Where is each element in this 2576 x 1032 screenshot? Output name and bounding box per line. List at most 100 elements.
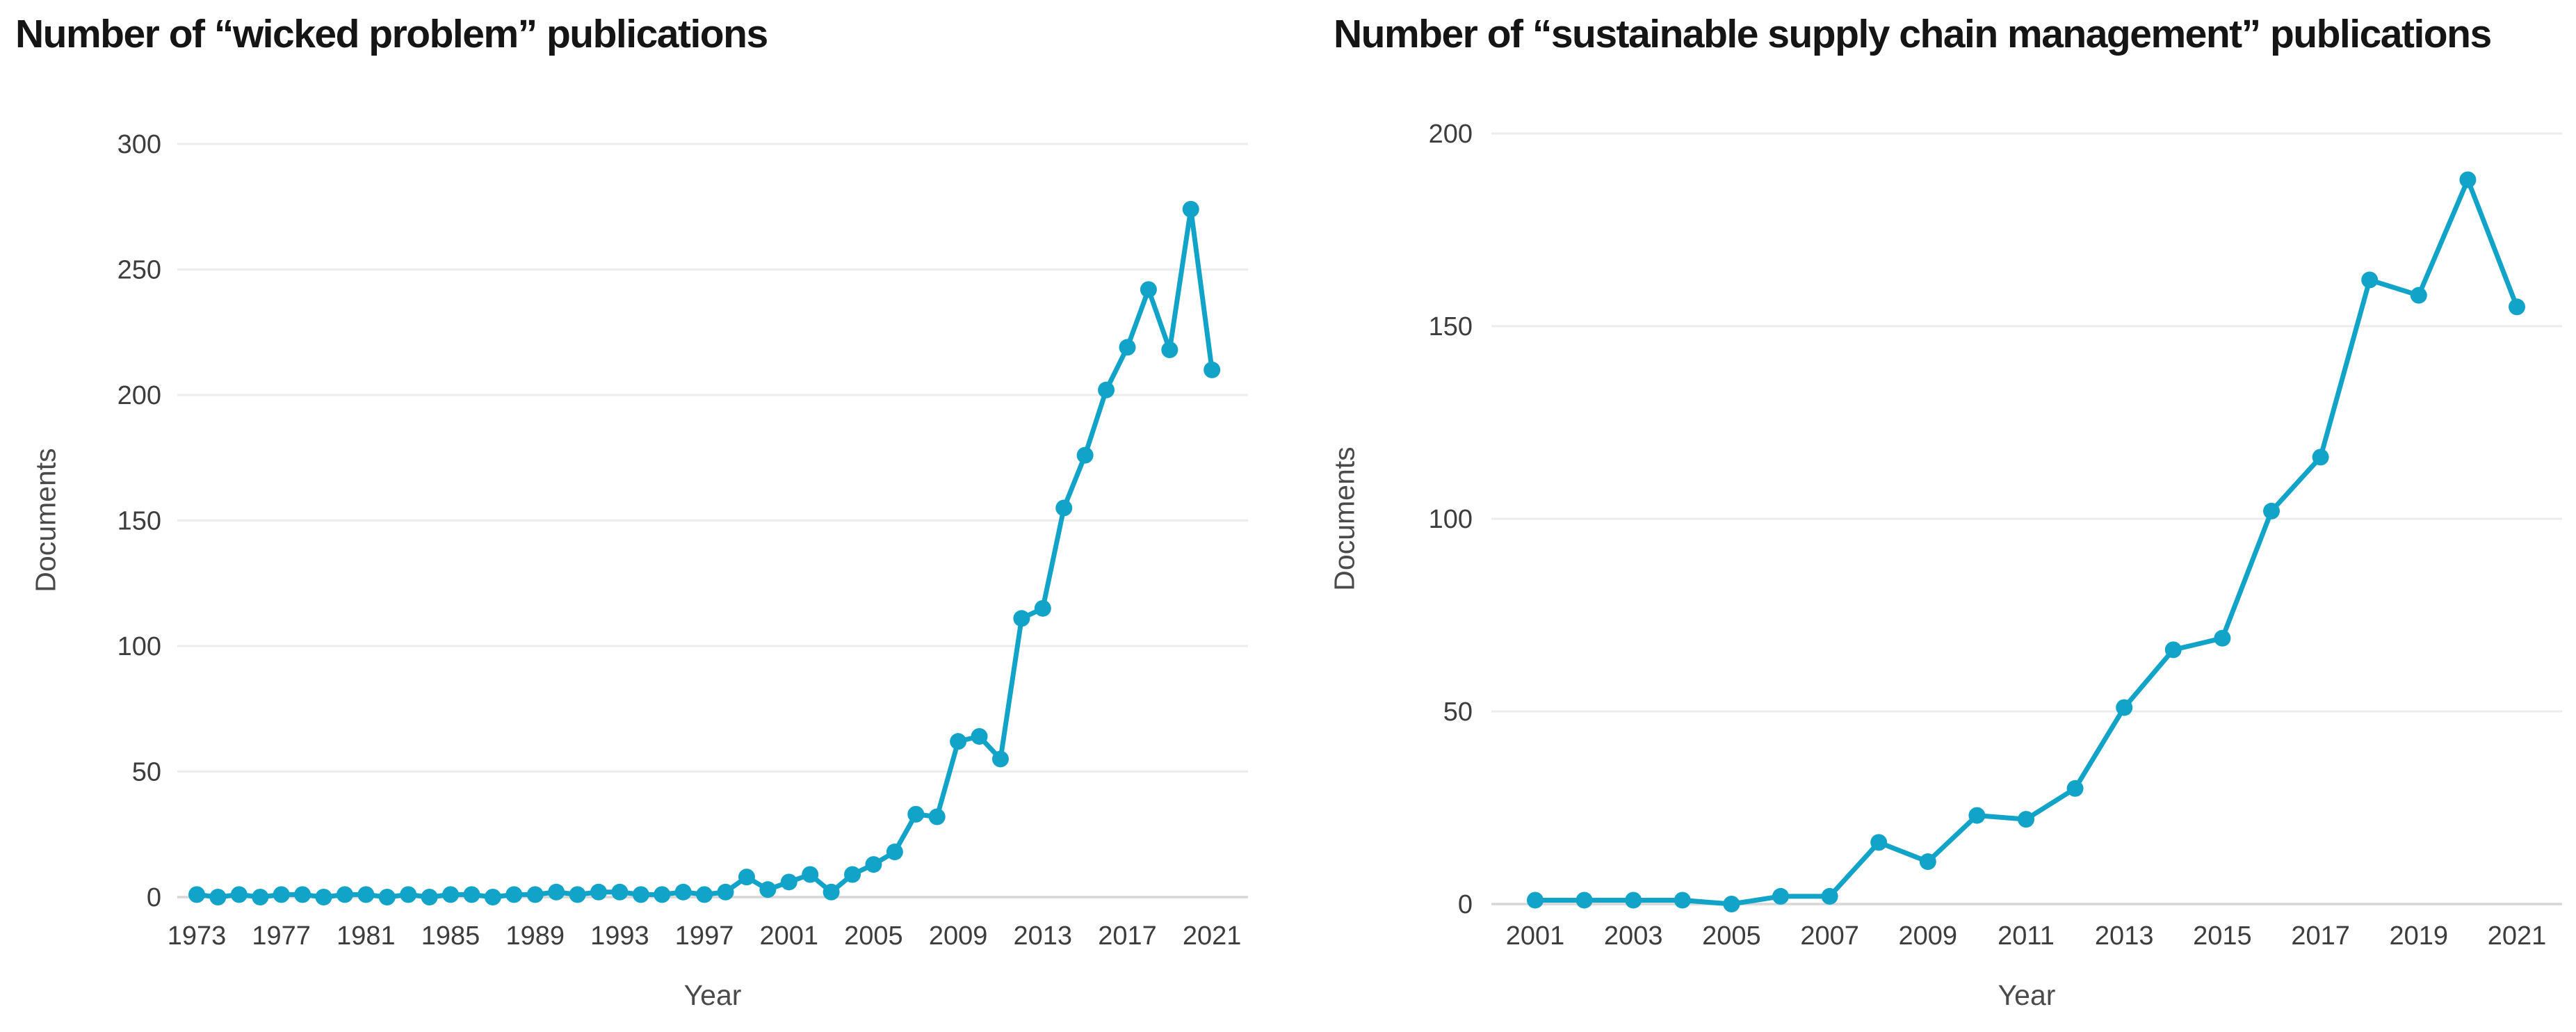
y-tick-label: 150 — [1429, 312, 1473, 341]
data-point — [230, 886, 248, 903]
data-point — [1182, 200, 1199, 218]
x-tick-label: 2021 — [2488, 921, 2547, 951]
y-tick-label: 0 — [147, 883, 161, 912]
data-point — [1055, 499, 1073, 517]
x-tick-label: 2001 — [759, 921, 818, 951]
data-point — [1575, 892, 1593, 909]
x-tick-label: 1997 — [675, 921, 734, 951]
data-point — [442, 886, 460, 903]
data-point — [991, 750, 1009, 768]
data-point — [632, 886, 649, 903]
x-tick-label: 2003 — [1604, 921, 1663, 951]
data-point — [209, 889, 227, 905]
data-point — [2164, 641, 2182, 659]
data-point — [2509, 298, 2525, 316]
data-point — [1161, 341, 1178, 359]
data-point — [759, 881, 777, 898]
chart-sscm: 0 50 100 150 200 2001 2003 2005 2007 2009 2011 2013… — [1429, 120, 2562, 951]
data-point — [1772, 887, 1789, 905]
data-point — [2410, 287, 2427, 304]
right-y-axis-label: Documents — [1328, 446, 1361, 591]
y-tick-label: 200 — [118, 381, 161, 410]
data-point — [2361, 271, 2379, 289]
data-point — [526, 886, 544, 903]
y-tick-label: 50 — [1443, 698, 1473, 727]
right-x-axis-label: Year — [1998, 979, 2056, 1011]
data-point — [1821, 887, 1838, 905]
data-point — [569, 886, 586, 903]
data-point — [2018, 811, 2034, 828]
data-point — [1870, 834, 1888, 851]
left-chart-title: Number of “wicked problem” publications — [15, 12, 768, 56]
data-point — [738, 869, 755, 886]
y-tick-label: 300 — [118, 130, 161, 159]
data-point — [188, 886, 205, 903]
data-point — [378, 889, 396, 905]
data-point — [484, 889, 501, 905]
y-tick-label: 0 — [1458, 890, 1473, 919]
x-tick-label: 2015 — [2193, 921, 2252, 951]
data-point — [1098, 381, 1115, 398]
data-point — [1674, 892, 1691, 909]
data-point — [548, 883, 565, 901]
data-point — [252, 889, 269, 905]
x-tick-label: 2021 — [1183, 921, 1242, 951]
x-tick-label: 2005 — [844, 921, 903, 951]
data-point — [400, 886, 417, 903]
x-tick-label: 1981 — [337, 921, 396, 951]
x-tick-label: 2017 — [2291, 921, 2350, 951]
data-point — [1919, 853, 1936, 871]
x-tick-label: 2013 — [2095, 921, 2154, 951]
data-point — [2214, 629, 2231, 647]
x-tick-label: 1985 — [421, 921, 480, 951]
data-point — [802, 866, 819, 883]
data-line — [194, 207, 1215, 900]
data-point — [844, 866, 861, 883]
data-point — [654, 886, 671, 903]
left-y-axis-label: Documents — [29, 448, 62, 592]
data-point — [421, 889, 438, 905]
data-point — [2459, 171, 2477, 188]
data-point — [1204, 361, 1221, 378]
data-point — [1119, 339, 1136, 356]
x-tick-label: 2001 — [1506, 921, 1565, 951]
y-tick-label: 100 — [1429, 505, 1473, 534]
y-tick-label: 250 — [118, 256, 161, 285]
data-point — [294, 886, 311, 903]
data-point — [1723, 896, 1740, 912]
x-tick-label: 1989 — [505, 921, 565, 951]
x-tick-label: 2013 — [1014, 921, 1073, 951]
data-point — [2263, 502, 2280, 519]
data-point — [336, 886, 353, 903]
data-point — [1527, 892, 1544, 909]
x-tick-label: 2005 — [1702, 921, 1761, 951]
data-point — [717, 883, 734, 901]
data-point — [590, 883, 607, 901]
data-point — [928, 808, 946, 825]
data-point — [907, 805, 925, 823]
y-tick-label: 150 — [118, 507, 161, 536]
data-point — [315, 889, 332, 905]
x-tick-label: 2007 — [1800, 921, 1859, 951]
x-tick-label: 2009 — [929, 921, 988, 951]
data-point — [1140, 281, 1157, 298]
data-line — [1532, 177, 2520, 907]
data-point — [2116, 699, 2133, 716]
data-point — [505, 886, 523, 903]
data-point — [357, 886, 375, 903]
y-tick-label: 50 — [132, 758, 161, 787]
data-point — [611, 883, 629, 901]
y-tick-label: 200 — [1429, 120, 1473, 149]
right-chart-title: Number of “sustainable supply chain mana… — [1334, 12, 2492, 56]
x-tick-label: 2011 — [1998, 921, 2055, 951]
data-point — [463, 886, 480, 903]
x-tick-label: 1973 — [168, 921, 227, 951]
left-x-axis-label: Year — [683, 979, 742, 1011]
x-tick-label: 2009 — [1899, 921, 1958, 951]
x-tick-label: 2017 — [1098, 921, 1157, 951]
data-point — [780, 873, 797, 891]
x-tick-label: 2019 — [2390, 921, 2449, 951]
data-point — [950, 733, 967, 750]
data-point — [886, 844, 903, 861]
data-point — [2066, 780, 2084, 797]
